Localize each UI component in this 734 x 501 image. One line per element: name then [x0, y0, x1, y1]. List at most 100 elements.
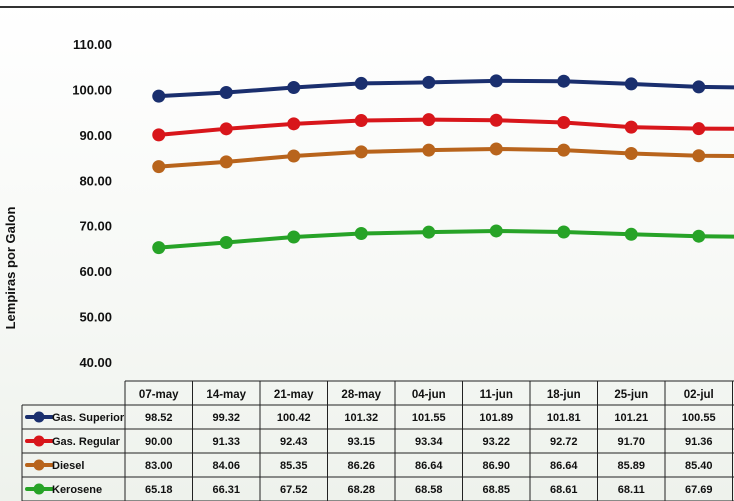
data-point: [557, 225, 571, 239]
data-label: 86.26: [347, 460, 375, 472]
data-point: [287, 230, 301, 244]
data-label: 86.64: [415, 460, 443, 472]
y-tick-label: 90.00: [79, 128, 112, 143]
data-point: [624, 77, 638, 91]
data-label: 93.15: [347, 436, 375, 448]
data-point: [219, 122, 233, 136]
data-label: 101.81: [547, 412, 581, 424]
data-point: [354, 145, 368, 159]
data-point: [422, 75, 436, 89]
legend-key-marker: [33, 411, 45, 423]
data-label: 90.00: [145, 436, 173, 448]
legend-key-marker: [33, 435, 45, 447]
series-line-4: [156, 228, 734, 250]
data-label: 92.43: [280, 436, 308, 448]
data-point: [489, 142, 503, 156]
data-point: [557, 116, 571, 130]
data-label: 101.55: [412, 412, 446, 424]
data-label: 91.36: [685, 436, 713, 448]
data-point: [489, 113, 503, 127]
data-point: [624, 120, 638, 134]
data-label: 67.69: [685, 484, 713, 496]
data-point: [422, 113, 436, 127]
y-tick-label: 60.00: [79, 264, 112, 279]
data-point: [287, 149, 301, 163]
series-line-3: [156, 146, 734, 169]
data-point: [354, 114, 368, 128]
category-label: 28-may: [341, 389, 381, 401]
data-label: 101.89: [479, 412, 513, 424]
data-label: 65.18: [145, 484, 173, 496]
data-point: [152, 89, 166, 103]
data-point: [692, 122, 706, 136]
data-label: 100.42: [277, 412, 311, 424]
data-label: 68.28: [347, 484, 375, 496]
data-label: 68.58: [415, 484, 443, 496]
data-label: 86.64: [550, 460, 578, 472]
data-label: 84.06: [212, 460, 240, 472]
data-point: [557, 143, 571, 157]
data-label: 67.52: [280, 484, 308, 496]
category-label: 14-may: [206, 389, 246, 401]
data-point: [219, 235, 233, 249]
data-point: [287, 81, 301, 95]
legend-key-marker: [33, 483, 45, 495]
data-point: [152, 241, 166, 255]
data-point: [219, 86, 233, 100]
data-label: 85.35: [280, 460, 308, 472]
legend-label: Gas. Regular: [52, 436, 121, 448]
data-label: 93.22: [482, 436, 510, 448]
data-label: 68.85: [482, 484, 510, 496]
data-point: [152, 160, 166, 174]
legend-label: Diesel: [52, 460, 84, 472]
data-label: 93.34: [415, 436, 443, 448]
data-label: 98.52: [145, 412, 173, 424]
legend-label: Kerosene: [52, 484, 102, 496]
top-border-line: [0, 6, 734, 8]
data-point: [489, 74, 503, 88]
legend-key-marker: [33, 459, 45, 471]
category-label: 25-jun: [614, 389, 648, 401]
series-line-2: [156, 117, 734, 137]
data-label: 101.21: [614, 412, 648, 424]
y-tick-label: 50.00: [79, 310, 112, 325]
category-label: 18-jun: [547, 389, 581, 401]
series-line-1: [156, 78, 734, 99]
data-point: [287, 117, 301, 131]
data-point: [422, 225, 436, 239]
data-label: 91.33: [212, 436, 240, 448]
data-point: [354, 227, 368, 241]
data-point: [624, 147, 638, 161]
data-label: 100.55: [682, 412, 716, 424]
y-tick-label: 40.00: [79, 355, 112, 370]
data-label: 91.70: [617, 436, 645, 448]
data-label: 99.32: [212, 412, 240, 424]
legend-label: Gas. Superior: [52, 412, 125, 424]
data-point: [422, 143, 436, 157]
category-label: 02-jul: [684, 389, 714, 401]
y-tick-label: 110.00: [73, 37, 112, 52]
data-point: [354, 76, 368, 90]
data-label: 101.32: [344, 412, 378, 424]
data-label: 85.40: [685, 460, 713, 472]
y-tick-label: 70.00: [79, 219, 112, 234]
category-label: 04-jun: [412, 389, 446, 401]
data-point: [152, 128, 166, 142]
data-point: [692, 149, 706, 163]
data-label: 85.89: [617, 460, 645, 472]
data-point: [692, 80, 706, 94]
category-label: 21-may: [274, 389, 314, 401]
category-label: 11-jun: [480, 389, 513, 401]
y-tick-label: 100.00: [72, 82, 112, 97]
category-label: 07-may: [139, 389, 179, 401]
y-axis-title: Lempiras por Galon: [3, 207, 18, 330]
data-point: [489, 224, 503, 238]
data-point: [624, 227, 638, 241]
data-point: [219, 155, 233, 169]
y-tick-label: 80.00: [79, 173, 112, 188]
data-label: 68.61: [550, 484, 578, 496]
data-point: [557, 74, 571, 88]
data-point: [692, 229, 706, 243]
data-label: 68.11: [618, 484, 645, 496]
